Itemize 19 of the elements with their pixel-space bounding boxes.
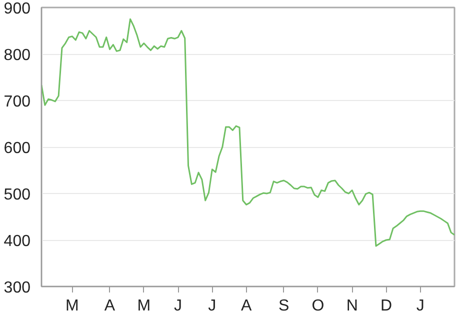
- x-tick-label: A: [104, 298, 116, 314]
- y-tick-label: 800: [4, 47, 31, 64]
- y-tick-label: 300: [4, 280, 31, 296]
- x-tick-label: M: [66, 298, 79, 314]
- x-tick-label: J: [174, 298, 182, 314]
- x-tick-label: N: [346, 298, 358, 314]
- y-tick-label: 500: [4, 186, 31, 204]
- x-tick-label: D: [380, 298, 392, 314]
- x-tick-label: S: [278, 298, 290, 314]
- x-tick-label: A: [240, 298, 252, 314]
- y-tick-label: 400: [4, 233, 31, 250]
- line-series: [42, 18, 454, 247]
- y-tick-label: 600: [4, 140, 31, 157]
- x-tick-label: O: [312, 298, 324, 314]
- x-tick-label: M: [137, 298, 151, 314]
- y-tick-label: 900: [4, 0, 31, 18]
- x-tick-label: J: [208, 298, 216, 314]
- x-tick-label: J: [416, 298, 424, 314]
- y-tick-label: 700: [4, 94, 31, 110]
